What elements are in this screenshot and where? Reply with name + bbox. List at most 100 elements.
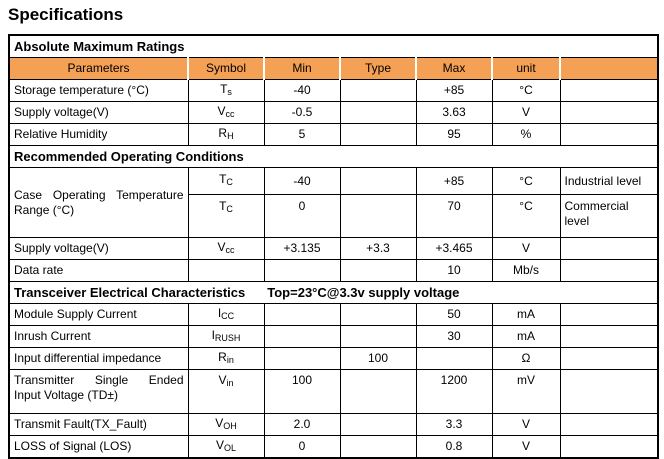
section-row-absolute-maximum-ratings: Absolute Maximum Ratings bbox=[8, 34, 659, 58]
page-title: Specifications bbox=[8, 5, 124, 24]
symbol-main: T bbox=[219, 172, 227, 186]
row-data-rate: Data rate 10 Mb/s bbox=[8, 259, 659, 282]
storage-max-cell: +85 bbox=[415, 79, 493, 102]
inrush-note-cell bbox=[559, 325, 659, 348]
module-param-cell: Module Supply Current bbox=[8, 303, 189, 326]
datarate-symbol-cell bbox=[187, 259, 265, 282]
symbol-main: V bbox=[217, 239, 226, 254]
symbol-main: I bbox=[217, 305, 222, 320]
los-max-cell: 0.8 bbox=[415, 435, 493, 459]
transmitter-symbol-cell: Vin bbox=[187, 369, 265, 414]
row-case-temp-industrial: Case Operating Temperature Range (°C) TC… bbox=[8, 167, 659, 238]
datarate-type-cell bbox=[339, 259, 417, 282]
txfault-unit-cell: V bbox=[491, 413, 561, 436]
module-type-cell bbox=[339, 303, 417, 326]
transmitter-param-line1: Transmitter Single Ended bbox=[14, 373, 184, 387]
transmitter-max-cell: 1200 bbox=[415, 369, 493, 414]
symbol-sub: cc bbox=[225, 108, 235, 119]
impedance-param-cell: Input differential impedance bbox=[8, 347, 189, 370]
humidity-type-cell bbox=[339, 123, 417, 146]
section-row-recommended-operating-conditions: Recommended Operating Conditions bbox=[8, 145, 659, 168]
section-title-tec: Transceiver Electrical Characteristics bbox=[14, 285, 246, 300]
case2-type-cell bbox=[339, 194, 417, 238]
inrush-unit-cell: mA bbox=[491, 325, 561, 348]
los-symbol-cell: VOL bbox=[187, 435, 265, 459]
col-header-unit: unit bbox=[491, 57, 561, 80]
row-input-differential-impedance: Input differential impedance Rin 100 Ω bbox=[8, 347, 659, 370]
symbol-main: T bbox=[219, 199, 227, 213]
symbol-main: T bbox=[220, 81, 228, 96]
symbol-main: V bbox=[217, 103, 226, 118]
case-param-line1: Case Operating Temperature bbox=[14, 187, 184, 202]
txfault-max-cell: 3.3 bbox=[415, 413, 493, 436]
supply-roc-param-cell: Supply voltage(V) bbox=[8, 237, 189, 260]
datarate-min-cell bbox=[263, 259, 341, 282]
row-inrush-current: Inrush Current IRUSH 30 mA bbox=[8, 325, 659, 348]
case-param-line2: Range (°C) bbox=[14, 202, 75, 217]
col-header-min: Min bbox=[263, 57, 341, 80]
impedance-max-cell bbox=[415, 347, 493, 370]
section-title-roc: Recommended Operating Conditions bbox=[8, 145, 659, 168]
symbol-main: V bbox=[215, 437, 224, 452]
impedance-min-cell bbox=[263, 347, 341, 370]
humidity-param-cell: Relative Humidity bbox=[8, 123, 189, 146]
impedance-unit-cell: Ω bbox=[491, 347, 561, 370]
supply-amr-unit-cell: V bbox=[491, 101, 561, 124]
row-module-supply-current: Module Supply Current ICC 50 mA bbox=[8, 303, 659, 326]
datarate-max-cell: 10 bbox=[415, 259, 493, 282]
humidity-symbol-cell: RH bbox=[187, 123, 265, 146]
section-condition-tec: Top=23°C@3.3v supply voltage bbox=[267, 285, 460, 300]
module-max-cell: 50 bbox=[415, 303, 493, 326]
supply-amr-param-cell: Supply voltage(V) bbox=[8, 101, 189, 124]
symbol-sub: cc bbox=[225, 244, 235, 255]
inrush-type-cell bbox=[339, 325, 417, 348]
impedance-note-cell bbox=[559, 347, 659, 370]
row-transmit-fault: Transmit Fault(TX_Fault) VOH 2.0 3.3 V bbox=[8, 413, 659, 436]
transmitter-min-cell: 100 bbox=[263, 369, 341, 414]
module-unit-cell: mA bbox=[491, 303, 561, 326]
specifications-table: Absolute Maximum Ratings Parameters Symb… bbox=[8, 34, 659, 459]
column-header-row: Parameters Symbol Min Type Max unit bbox=[8, 57, 659, 80]
storage-unit-cell: °C bbox=[491, 79, 561, 102]
storage-min-cell: -40 bbox=[263, 79, 341, 102]
symbol-main: I bbox=[211, 327, 215, 342]
case2-min-cell: 0 bbox=[263, 194, 341, 238]
supply-roc-note-cell bbox=[559, 237, 659, 260]
transmitter-type-cell bbox=[339, 369, 417, 414]
symbol-sub: C bbox=[226, 177, 233, 187]
symbol-sub: C bbox=[226, 204, 233, 214]
row-relative-humidity: Relative Humidity RH 5 95 % bbox=[8, 123, 659, 146]
txfault-min-cell: 2.0 bbox=[263, 413, 341, 436]
case2-unit-cell: °C bbox=[491, 194, 561, 238]
los-type-cell bbox=[339, 435, 417, 459]
txfault-note-cell bbox=[559, 413, 659, 436]
inrush-symbol-cell: IRUSH bbox=[187, 325, 265, 348]
supply-roc-type-cell: +3.3 bbox=[339, 237, 417, 260]
supply-amr-note-cell bbox=[559, 101, 659, 124]
los-unit-cell: V bbox=[491, 435, 561, 459]
supply-amr-type-cell bbox=[339, 101, 417, 124]
module-min-cell bbox=[263, 303, 341, 326]
case2-max-cell: 70 bbox=[415, 194, 493, 238]
inrush-min-cell bbox=[263, 325, 341, 348]
datarate-note-cell bbox=[559, 259, 659, 282]
storage-note-cell bbox=[559, 79, 659, 102]
col-header-note bbox=[559, 57, 659, 80]
supply-roc-min-cell: +3.135 bbox=[263, 237, 341, 260]
case1-note-cell: Industrial level bbox=[559, 167, 659, 195]
supply-roc-unit-cell: V bbox=[491, 237, 561, 260]
row-loss-of-signal: LOSS of Signal (LOS) VOL 0 0.8 V bbox=[8, 435, 659, 459]
case1-symbol-cell: TC bbox=[187, 167, 265, 195]
txfault-type-cell bbox=[339, 413, 417, 436]
supply-amr-max-cell: 3.63 bbox=[415, 101, 493, 124]
case-param-cell: Case Operating Temperature Range (°C) bbox=[8, 167, 189, 238]
row-supply-voltage-roc: Supply voltage(V) Vcc +3.135 +3.3 +3.465… bbox=[8, 237, 659, 260]
supply-roc-max-cell: +3.465 bbox=[415, 237, 493, 260]
symbol-main: R bbox=[218, 125, 228, 140]
txfault-symbol-cell: VOH bbox=[187, 413, 265, 436]
humidity-min-cell: 5 bbox=[263, 123, 341, 146]
los-min-cell: 0 bbox=[263, 435, 341, 459]
symbol-sub: s bbox=[227, 86, 232, 97]
symbol-main: V bbox=[215, 415, 224, 430]
